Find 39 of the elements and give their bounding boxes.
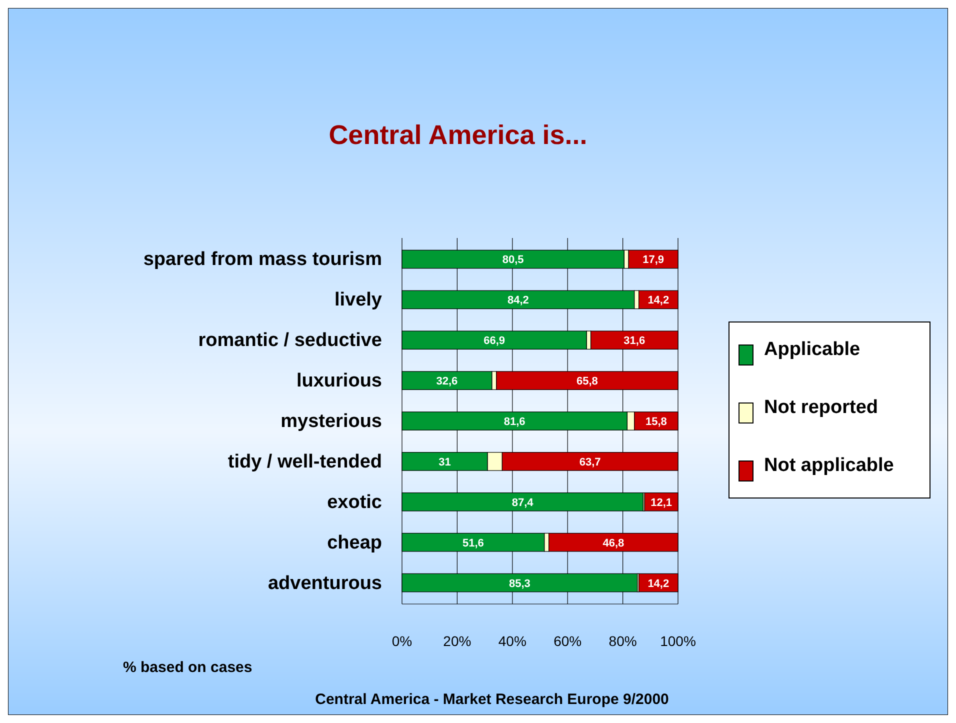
data-label: 15,8 bbox=[645, 416, 667, 428]
chart-title: Central America is... bbox=[328, 120, 588, 150]
data-label: 46,8 bbox=[602, 537, 624, 550]
data-label: 12,1 bbox=[650, 496, 672, 509]
data-label: 80,5 bbox=[502, 254, 524, 266]
data-label: 17,9 bbox=[642, 254, 664, 266]
data-label: 84,2 bbox=[507, 294, 529, 307]
data-label: 32,6 bbox=[436, 376, 458, 388]
data-label: 81,6 bbox=[504, 416, 526, 428]
data-label: 51,6 bbox=[462, 537, 484, 550]
data-label: 66,9 bbox=[484, 335, 506, 348]
data-label: 65,8 bbox=[576, 376, 598, 388]
legend-label: Not applicable bbox=[764, 455, 894, 476]
data-label: 14,2 bbox=[648, 578, 670, 590]
text: % based on cases bbox=[123, 659, 252, 676]
data-label: 63,7 bbox=[579, 456, 601, 468]
text: Central America - Market Research Europe 9/2000 bbox=[315, 691, 669, 708]
y-tick-label: lively bbox=[334, 290, 382, 311]
y-tick-label: adventurous bbox=[268, 572, 382, 594]
data-label: 87,4 bbox=[512, 496, 534, 509]
x-tick-label: 20% bbox=[443, 633, 472, 649]
data-label: 85,3 bbox=[509, 578, 530, 590]
x-tick-label: 60% bbox=[554, 633, 582, 649]
y-tick-label: luxurious bbox=[296, 370, 382, 392]
y-tick-label: spared from mass tourism bbox=[143, 249, 382, 270]
legend-label: Not reported bbox=[764, 397, 878, 418]
y-tick-label: mysterious bbox=[280, 411, 382, 432]
x-tick-label: 0% bbox=[392, 633, 412, 649]
x-tick-label: 100% bbox=[660, 633, 696, 649]
y-tick-label: exotic bbox=[327, 492, 382, 513]
data-label: 31 bbox=[438, 456, 451, 468]
data-label: 14,2 bbox=[648, 294, 670, 307]
legend-label: Applicable bbox=[764, 339, 860, 360]
y-tick-label: tidy / well-tended bbox=[228, 451, 382, 472]
x-tick-label: 80% bbox=[608, 633, 637, 649]
x-tick-label: 40% bbox=[498, 633, 526, 649]
y-tick-label: romantic / seductive bbox=[198, 330, 382, 352]
y-tick-label: cheap bbox=[327, 532, 382, 554]
data-label: 31,6 bbox=[624, 335, 646, 348]
